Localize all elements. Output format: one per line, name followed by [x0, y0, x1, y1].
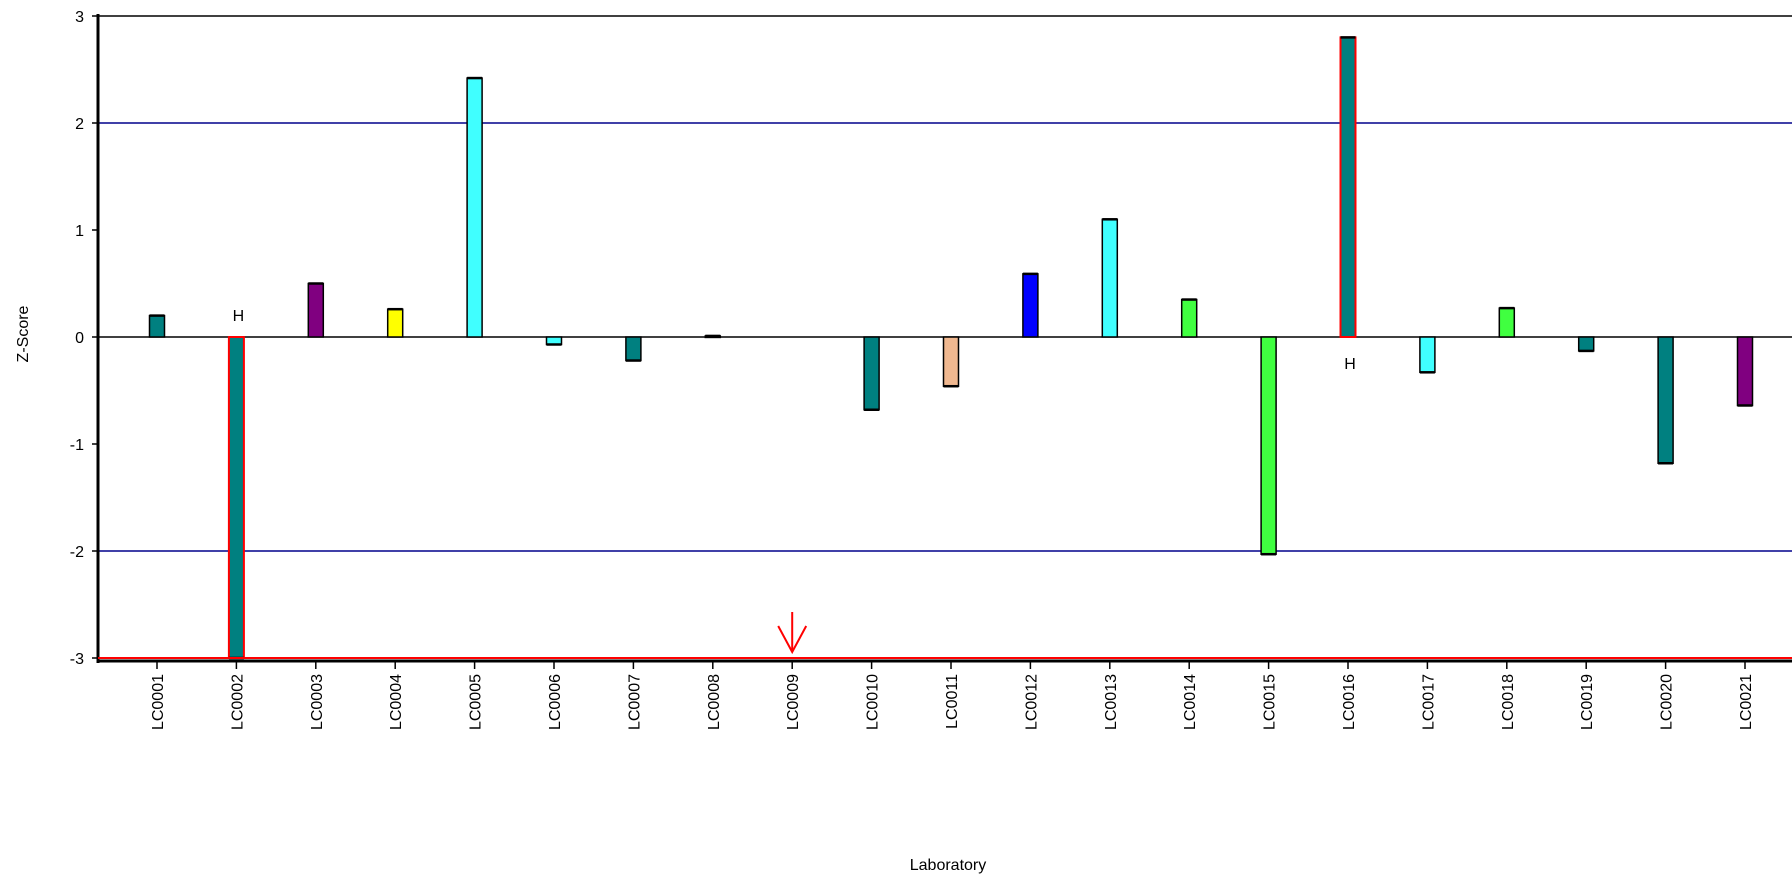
bar-lc0014	[1180, 298, 1198, 338]
bar-lc0012	[1022, 273, 1039, 338]
x-tick-label-lc0018: LC0018	[1500, 674, 1517, 730]
x-tick-label-lc0002: LC0002	[229, 674, 246, 730]
y-tick-label: -1	[70, 437, 84, 454]
x-tick-label-lc0005: LC0005	[468, 674, 485, 730]
x-tick-label-lc0013: LC0013	[1103, 674, 1120, 730]
y-tick-label: -2	[70, 544, 84, 561]
bar-lc0002	[227, 336, 245, 659]
x-tick-label-lc0001: LC0001	[150, 674, 167, 730]
x-axis: LC0001 LC0002 LC0003 LC0004 LC0005 LC0006 LC00…	[98, 657, 1792, 730]
bar-lc0021	[1736, 336, 1754, 407]
bar-lc0011	[942, 336, 960, 387]
bar-lc0003	[307, 282, 325, 338]
x-tick-label-lc0019: LC0019	[1579, 674, 1596, 730]
bar-annotations: HH	[233, 308, 1356, 373]
bar-lc0004	[386, 308, 404, 338]
bar-lc0013	[1101, 218, 1119, 338]
x-tick-label-lc0017: LC0017	[1420, 674, 1437, 730]
marker-arrow-head	[777, 625, 808, 655]
x-tick-label-lc0014: LC0014	[1182, 674, 1199, 730]
bar-lc0015	[1260, 336, 1277, 555]
bar-lc0010	[863, 336, 880, 411]
bar-lc0017	[1419, 336, 1436, 374]
bar-lc0007	[625, 336, 642, 362]
bar-lc0016	[1339, 36, 1357, 339]
reference-lines	[98, 122, 1792, 552]
x-axis-title: Laboratory	[910, 857, 987, 874]
x-tick-label-lc0010: LC0010	[865, 674, 882, 730]
bar-lc0020	[1657, 336, 1674, 465]
x-tick-label-lc0007: LC0007	[626, 674, 643, 730]
bar-series	[148, 36, 1754, 660]
bar-lc0001	[148, 314, 166, 338]
y-tick-label: -3	[70, 651, 84, 668]
y-tick-label: 0	[75, 330, 84, 347]
y-tick-label: 2	[75, 116, 84, 133]
y-tick-label: 3	[75, 9, 84, 26]
x-tick-label-lc0006: LC0006	[547, 674, 564, 730]
x-tick-label-lc0015: LC0015	[1262, 674, 1279, 730]
y-axis-title: Z-Score	[15, 305, 32, 362]
bar-lc0005	[466, 77, 483, 338]
annotation-lc0002: H	[233, 308, 245, 325]
x-tick-label-lc0011: LC0011	[944, 674, 961, 729]
x-tick-label-lc0004: LC0004	[388, 674, 405, 730]
x-tick-label-lc0008: LC0008	[706, 674, 723, 730]
x-tick-label-lc0003: LC0003	[309, 674, 326, 730]
bar-lc0018	[1498, 307, 1516, 338]
bar-lc0019	[1577, 336, 1595, 352]
x-tick-label-lc0012: LC0012	[1023, 674, 1040, 730]
y-axis: 3 2 1 0 -1 -2 -3	[70, 9, 100, 668]
x-tick-label-lc0020: LC0020	[1659, 674, 1676, 730]
x-tick-label-lc0016: LC0016	[1341, 674, 1358, 730]
y-tick-label: 1	[75, 223, 84, 240]
plot-area	[98, 15, 1792, 338]
x-tick-label-lc0009: LC0009	[785, 674, 802, 730]
marker-arrow	[777, 612, 808, 655]
x-tick-label-lc0021: LC0021	[1738, 674, 1755, 730]
annotation-lc0016: H	[1344, 356, 1356, 373]
